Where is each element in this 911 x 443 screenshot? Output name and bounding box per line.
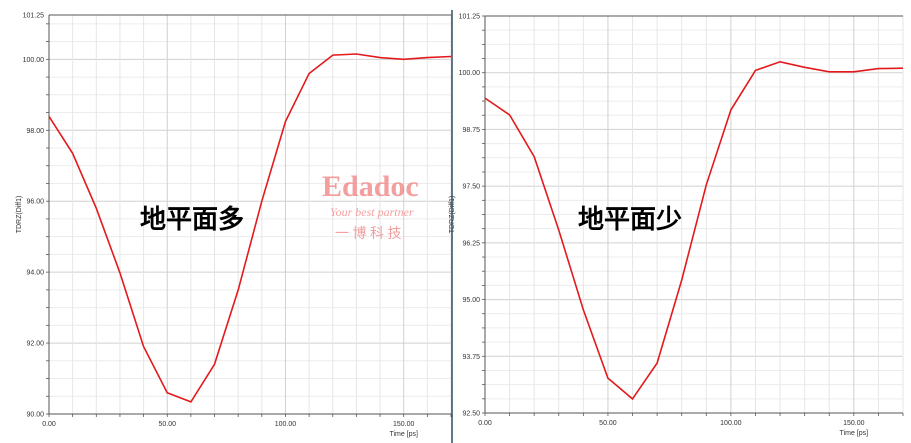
watermark: Edadoc Your best partner 一 博 科 技 (322, 170, 419, 242)
x-tick-label: 50.00 (599, 420, 617, 427)
y-tick-label: 92.50 (462, 411, 480, 418)
x-tick-label: 100.00 (720, 420, 742, 427)
watermark-slogan: Your best partner (330, 205, 414, 219)
y-tick-label: 97.50 (462, 184, 480, 191)
y-tick-label: 101.25 (459, 14, 481, 21)
x-tick-label: 0.00 (478, 420, 492, 427)
y-tick-label: 100.00 (23, 57, 45, 64)
y-tick-label: 92.00 (26, 341, 44, 348)
chart-annotation: 地平面多 (140, 205, 244, 235)
chart-fewer-ground-planes: 92.50 93.75 95.00 96.25 97.50 98.75 100.00 101.… (449, 14, 904, 437)
y-tick-label: 100.00 (459, 70, 481, 77)
x-tick-label: 50.00 (158, 421, 176, 428)
x-tick-label: 100.00 (275, 421, 297, 428)
chart-more-ground-planes: 90.00 92.00 94.00 96.00 98.00 100.00 101.25 0.0… (16, 13, 452, 438)
y-tick-label: 94.00 (26, 270, 44, 277)
chart-annotation: 地平面少 (578, 205, 682, 235)
y-tick-label: 90.00 (26, 412, 44, 419)
y-tick-label: 95.00 (462, 297, 480, 304)
x-tick-label: 150.00 (393, 421, 415, 428)
y-tick-label: 101.25 (23, 13, 45, 20)
y-tick-label: 96.25 (462, 240, 480, 247)
y-tick-label: 96.00 (26, 199, 44, 206)
y-tick-label: 98.75 (462, 127, 480, 134)
y-axis-label: TDRZ(Diff1) (16, 196, 23, 234)
y-tick-label: 98.00 (26, 128, 44, 135)
x-tick-label: 150.00 (843, 420, 865, 427)
x-axis-label: Time [ps] (840, 430, 869, 437)
x-tick-label: 0.00 (42, 421, 56, 428)
watermark-logo: Edadoc (322, 170, 419, 203)
tdr-impedance-line (48, 53, 452, 403)
watermark-chinese: 一 博 科 技 (335, 225, 402, 242)
tdr-impedance-line (484, 60, 904, 401)
y-tick-label: 93.75 (462, 354, 480, 361)
x-axis-label: Time [ps] (389, 431, 418, 438)
